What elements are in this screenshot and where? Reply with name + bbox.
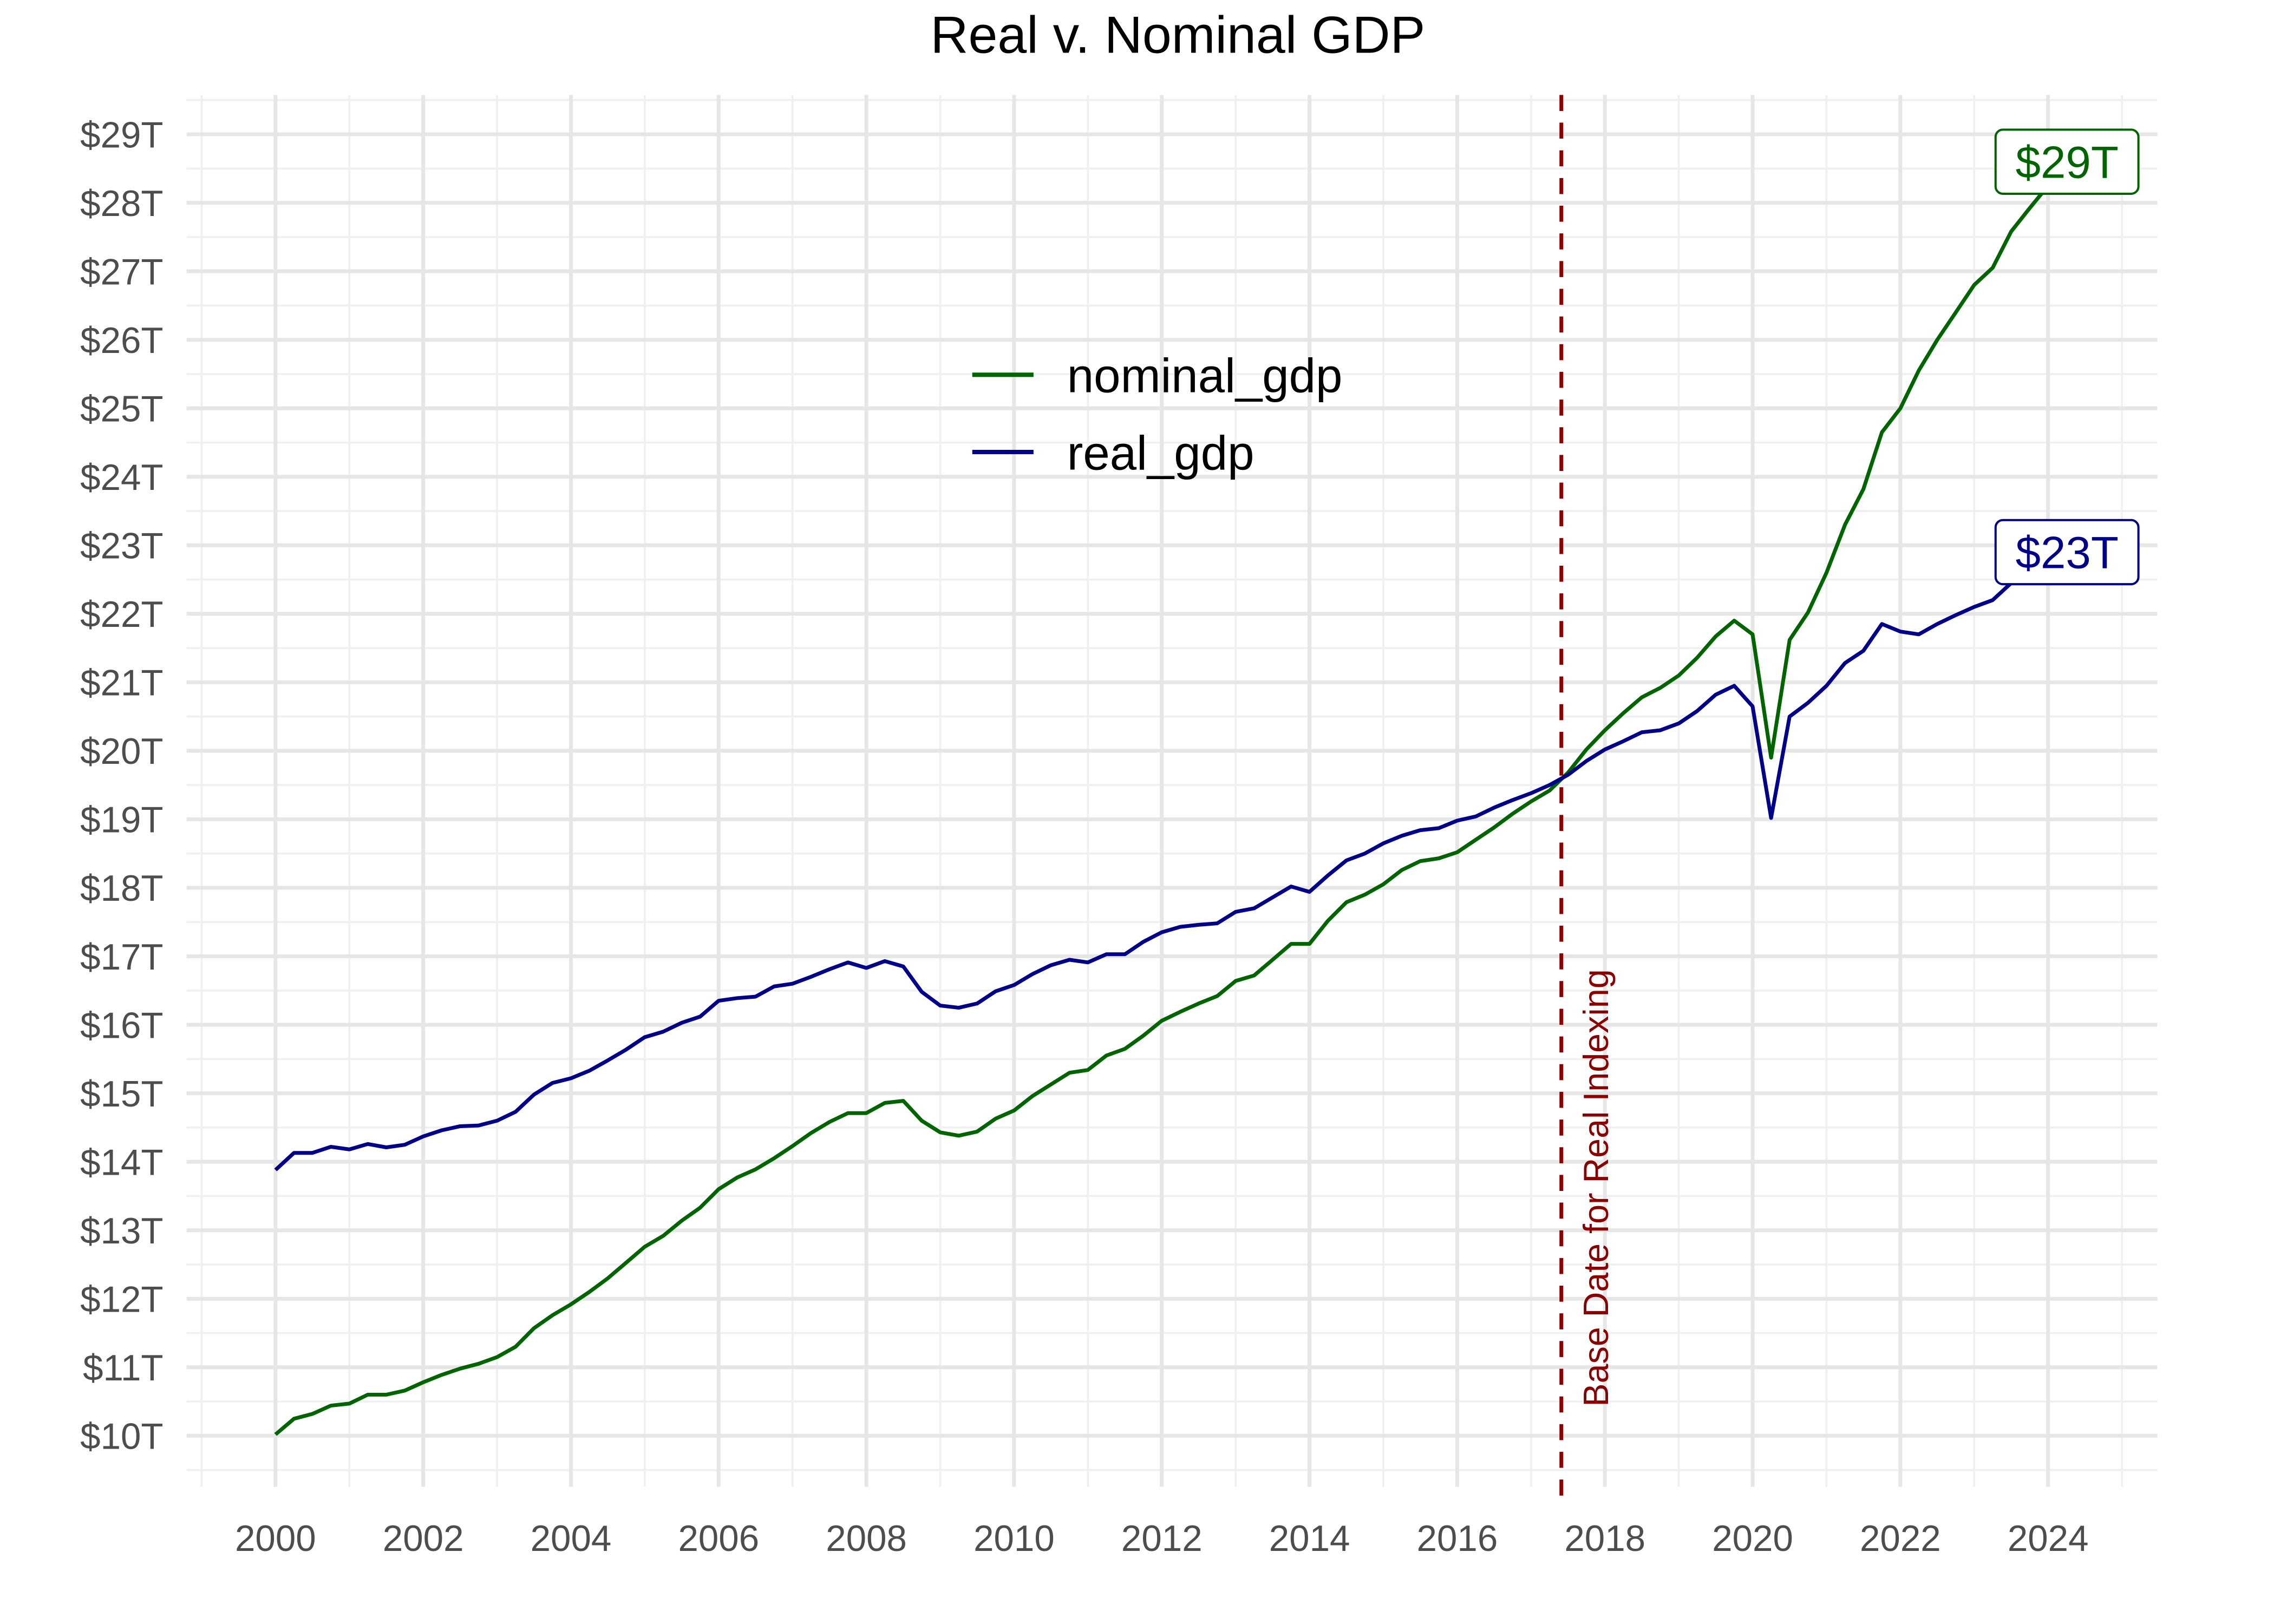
end-value-labels: $29T $23T: [1994, 128, 2140, 586]
chart-title: Real v. Nominal GDP: [931, 5, 1426, 64]
x-tick-label: 2008: [826, 1518, 907, 1559]
y-tick-label: $26T: [80, 320, 163, 361]
major-gridlines: [186, 95, 2158, 1487]
x-tick-label: 2000: [235, 1518, 316, 1559]
x-tick-label: 2018: [1564, 1518, 1645, 1559]
legend: nominal_gdp real_gdp: [972, 349, 1343, 480]
y-tick-label: $27T: [80, 252, 163, 292]
end-label-text: $29T: [2016, 136, 2119, 187]
y-tick-label: $17T: [80, 937, 163, 978]
y-tick-label: $15T: [80, 1074, 163, 1115]
y-tick-label: $21T: [80, 663, 163, 704]
legend-item-nominal-gdp: nominal_gdp: [972, 349, 1343, 403]
legend-item-real-gdp: real_gdp: [972, 426, 1254, 480]
y-tick-label: $29T: [80, 115, 163, 155]
y-tick-label: $28T: [80, 184, 163, 224]
y-tick-label: $18T: [80, 868, 163, 909]
series-line-nominal-gdp: [274, 184, 2050, 1436]
y-tick-label: $19T: [80, 800, 163, 841]
x-tick-label: 2010: [973, 1518, 1055, 1559]
end-label-text: $23T: [2016, 527, 2119, 578]
x-axis-tick-labels: 2000 2002 2004 2006 2008 2010 2012 2014 2016 2018…: [235, 1518, 2089, 1559]
end-label-box: [1994, 128, 2140, 195]
x-tick-label: 2016: [1417, 1518, 1498, 1559]
y-tick-label: $24T: [80, 457, 163, 498]
y-tick-label: $20T: [80, 731, 163, 772]
x-tick-label: 2002: [383, 1518, 464, 1559]
x-tick-label: 2022: [1860, 1518, 1941, 1559]
x-tick-label: 2012: [1121, 1518, 1203, 1559]
y-axis-tick-labels: $10T $11T $12T $13T $14T $15T $16T $17T $18T $19T…: [80, 115, 163, 1457]
x-tick-label: 2006: [678, 1518, 759, 1559]
x-tick-label: 2024: [2008, 1518, 2089, 1559]
end-label-real-gdp: $23T: [1994, 519, 2140, 586]
series-lines: [274, 184, 2050, 1436]
y-tick-label: $11T: [83, 1348, 163, 1389]
end-label-nominal-gdp: $29T: [1994, 128, 2140, 195]
y-tick-label: $22T: [80, 594, 163, 635]
y-tick-label: $14T: [80, 1142, 163, 1183]
x-tick-label: 2014: [1269, 1518, 1350, 1559]
base-date-annotation: Base Date for Real Indexing: [1577, 969, 1616, 1406]
x-tick-label: 2020: [1712, 1518, 1793, 1559]
x-tick-label: 2004: [531, 1518, 612, 1559]
y-tick-label: $25T: [80, 389, 163, 429]
legend-label-nominal-gdp: nominal_gdp: [1067, 349, 1343, 403]
reference-line-group: Base Date for Real Indexing: [1559, 95, 1616, 1502]
y-tick-label: $12T: [80, 1279, 163, 1320]
minor-gridlines: [186, 95, 2158, 1487]
series-line-real-gdp: [274, 547, 2050, 1171]
end-label-box: [1994, 519, 2140, 586]
y-tick-label: $10T: [80, 1417, 163, 1457]
y-tick-label: $13T: [80, 1211, 163, 1252]
legend-label-real-gdp: real_gdp: [1067, 426, 1254, 480]
y-tick-label: $23T: [80, 526, 163, 567]
y-tick-label: $16T: [80, 1005, 163, 1046]
